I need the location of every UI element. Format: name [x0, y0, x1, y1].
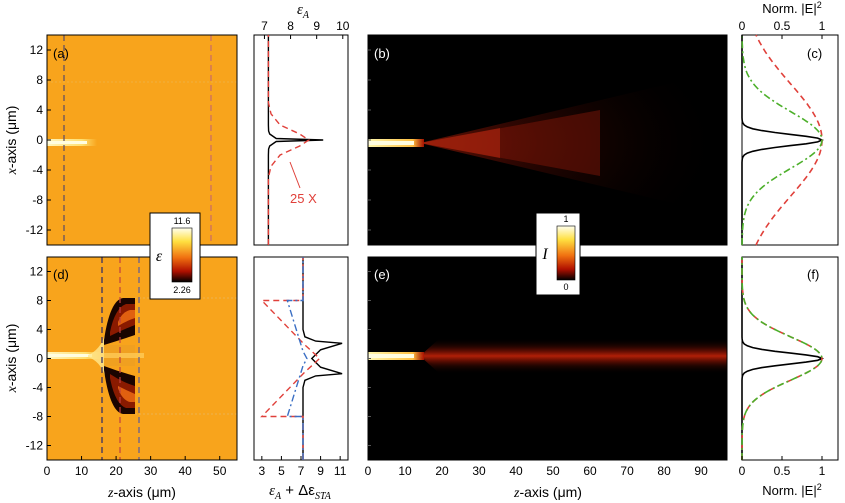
x-tick-label: 10 [75, 464, 89, 478]
x-tick-label: 0 [44, 464, 51, 478]
y-tick-label: -8 [32, 410, 43, 424]
x-tick-label: 10 [336, 19, 350, 33]
x-tick-label: 40 [179, 464, 193, 478]
panel-a-label: (a) [53, 46, 69, 61]
x-tick-label: 7 [261, 19, 268, 33]
y-tick-label: -4 [32, 163, 43, 177]
x-tick-label: 9 [313, 19, 320, 33]
x-tick-label: 30 [144, 464, 158, 478]
x-tick-label: 40 [509, 464, 523, 478]
panel-d-xlabel: z-axis (μm) [107, 484, 176, 501]
x-tick-label: 7 [298, 464, 305, 478]
x-tick-label: 0.5 [774, 464, 791, 478]
panel-e-guided-channel [420, 344, 727, 368]
series-line-0 [302, 257, 343, 460]
panel-f: 0 0.5 1 (f) Norm. |E|2 [739, 256, 839, 498]
panel-c-axis-title: Norm. |E|2 [762, 0, 821, 16]
epsilon-colorbar-min: 2.26 [173, 285, 191, 295]
intensity-colorbar-symbol: I [541, 246, 548, 263]
series-line-0 [267, 35, 324, 245]
x-tick-label: 20 [435, 464, 449, 478]
x-tick-label: 10 [398, 464, 412, 478]
x-tick-label: 0 [739, 464, 746, 478]
y-tick-label: 12 [30, 43, 44, 57]
y-tick-label: 4 [36, 103, 43, 117]
y-tick-label: -4 [32, 381, 43, 395]
x-tick-label: 1 [819, 464, 826, 478]
panel-c-x-axis: 0 0.5 1 [739, 19, 826, 39]
panel-f-axis-title: Norm. |E|2 [762, 482, 821, 498]
x-tick-label: 9 [317, 464, 324, 478]
x-tick-label: 11 [334, 464, 347, 478]
panel-e-label: (e) [374, 267, 390, 282]
profile-bottom-axis-title: εA + ΔεSTA [269, 482, 332, 502]
profile-bottom-lines [260, 257, 343, 460]
intensity-colorbar-gradient [556, 225, 576, 281]
profile-bottom-x-axis: 3 5 7 9 11 [258, 456, 347, 478]
panel-d-x-axis: 0 10 20 30 40 50 [44, 456, 227, 478]
x-tick-label: 50 [213, 464, 227, 478]
y-tick-label: 12 [30, 265, 44, 279]
x-tick-label: 80 [657, 464, 671, 478]
x-tick-label: 0 [739, 19, 746, 33]
y-tick-label: 8 [36, 294, 43, 308]
profile-top-panel: 7 8 9 10 25 X εA [253, 2, 350, 246]
intensity-colorbar-min: 0 [563, 282, 568, 292]
panel-c: 0 0.5 1 (c) Norm. |E|2 [739, 0, 839, 246]
x-tick-label: 60 [583, 464, 597, 478]
x-tick-label: 0.5 [774, 19, 791, 33]
panel-a: (a) 12 8 4 0 -4 -8 -12 x-axis (μm) [3, 34, 238, 246]
intensity-colorbar: I 1 0 [535, 212, 581, 296]
panel-b: (b) [367, 34, 728, 246]
x-tick-label: 5 [278, 464, 285, 478]
panel-f-label: (f) [807, 267, 819, 282]
x-tick-label: 0 [365, 464, 372, 478]
x-tick-label: 90 [694, 464, 708, 478]
y-tick-label: 8 [36, 73, 43, 87]
epsilon-colorbar-max: 11.6 [174, 216, 191, 226]
panel-f-x-axis: 0 0.5 1 [739, 456, 826, 478]
y-tick-label: 0 [36, 133, 43, 147]
panel-a-ylabel: x-axis (μm) [3, 106, 20, 176]
series-line-2 [741, 257, 823, 460]
intensity-colorbar-max: 1 [563, 214, 568, 224]
x-tick-label: 30 [472, 464, 486, 478]
epsilon-colorbar-symbol: ε [156, 248, 163, 265]
x-tick-label: 1 [819, 19, 826, 33]
x-tick-label: 8 [287, 19, 294, 33]
profile-bottom-panel: 3 5 7 9 11 εA + ΔεSTA [253, 256, 349, 502]
panel-f-lines [741, 257, 825, 460]
profile-top-lines [267, 35, 324, 245]
panel-d-ylabel: x-axis (μm) [3, 324, 20, 394]
panel-b-diverging-cone [420, 70, 727, 216]
panel-c-label: (c) [807, 46, 822, 61]
svg-text:25 X: 25 X [290, 191, 317, 206]
y-tick-label: 4 [36, 323, 43, 337]
panel-b-label: (b) [374, 46, 390, 61]
series-line-2 [741, 35, 823, 245]
y-tick-label: 0 [36, 352, 43, 366]
panel-e-xlabel: z-axis (μm) [513, 484, 582, 501]
profile-top-annotation: 25 X [289, 161, 317, 206]
panel-e-x-axis: 0 10 20 30 40 50 60 70 80 90 [365, 456, 708, 478]
panel-a-y-axis: 12 8 4 0 -4 -8 -12 [26, 43, 51, 237]
y-tick-label: -12 [26, 439, 44, 453]
y-tick-label: -8 [32, 193, 43, 207]
panel-d-y-axis: 12 8 4 0 -4 -8 -12 [26, 265, 51, 453]
series-line-1 [267, 35, 311, 245]
x-tick-label: 70 [620, 464, 634, 478]
x-tick-label: 3 [258, 464, 265, 478]
panel-c-lines [741, 34, 824, 246]
x-tick-label: 20 [109, 464, 123, 478]
epsilon-colorbar: ε 11.6 2.26 [149, 212, 201, 300]
y-tick-label: -12 [26, 223, 44, 237]
x-tick-label: 50 [546, 464, 560, 478]
panel-d-label: (d) [53, 267, 69, 282]
series-line-2 [286, 257, 308, 460]
profile-top-axis-title: εA [297, 2, 310, 21]
profile-top-x-axis: 7 8 9 10 [261, 19, 350, 39]
epsilon-colorbar-gradient [171, 227, 193, 283]
